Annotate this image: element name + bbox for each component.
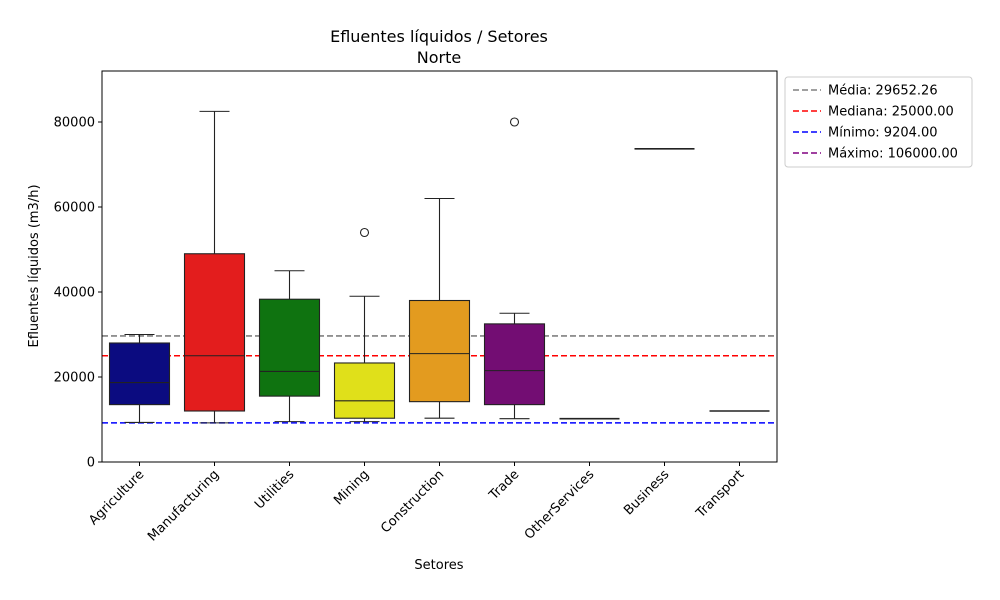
x-tick-label: Business: [621, 467, 672, 518]
box-iqr: [333, 362, 396, 419]
boxes-group: [108, 110, 770, 424]
x-tick-label: Trade: [486, 467, 522, 503]
box-iqr: [483, 323, 546, 406]
y-tick-label: 0: [87, 456, 95, 471]
y-tick-label: 80000: [54, 116, 95, 131]
x-tick-label: Agriculture: [86, 467, 147, 528]
legend-label: Mediana: 25000.00: [828, 105, 954, 120]
x-tick-label: Transport: [693, 467, 747, 521]
box-trade: [483, 117, 546, 420]
legend: Média: 29652.26 Mediana: 25000.00 Mínimo: …: [784, 76, 973, 168]
x-axis-label: Setores: [414, 558, 463, 573]
x-tick-label: Utilities: [252, 467, 297, 512]
y-axis-label: Efluentes líquidos (m3/h): [27, 184, 42, 347]
box-mining: [333, 227, 396, 423]
box-iqr: [183, 253, 246, 412]
outlier-point: [509, 117, 520, 127]
chart-subtitle: Norte: [417, 48, 461, 67]
y-tick-label: 20000: [54, 371, 95, 386]
x-tick-label: OtherServices: [522, 467, 598, 543]
x-tick-label: Manufacturing: [145, 467, 222, 544]
box-construction: [408, 197, 471, 419]
x-tick-label: Construction: [378, 467, 447, 536]
x-tick-label: Mining: [331, 467, 372, 508]
outlier-point: [359, 227, 370, 238]
box-agriculture: [108, 333, 171, 424]
box-manufacturing: [183, 110, 246, 424]
box-iqr: [408, 299, 471, 403]
legend-frame: [784, 76, 973, 168]
y-tick-label: 40000: [54, 286, 95, 301]
box-iqr: [108, 342, 171, 406]
chart-title: Efluentes líquidos / Setores: [330, 27, 548, 46]
box-iqr: [258, 298, 321, 397]
y-tick-label: 60000: [54, 201, 95, 216]
legend-label: Mínimo: 9204.00: [828, 126, 938, 141]
legend-label: Máximo: 106000.00: [828, 147, 958, 162]
box-utilities: [258, 270, 321, 423]
legend-label: Média: 29652.26: [828, 84, 938, 99]
